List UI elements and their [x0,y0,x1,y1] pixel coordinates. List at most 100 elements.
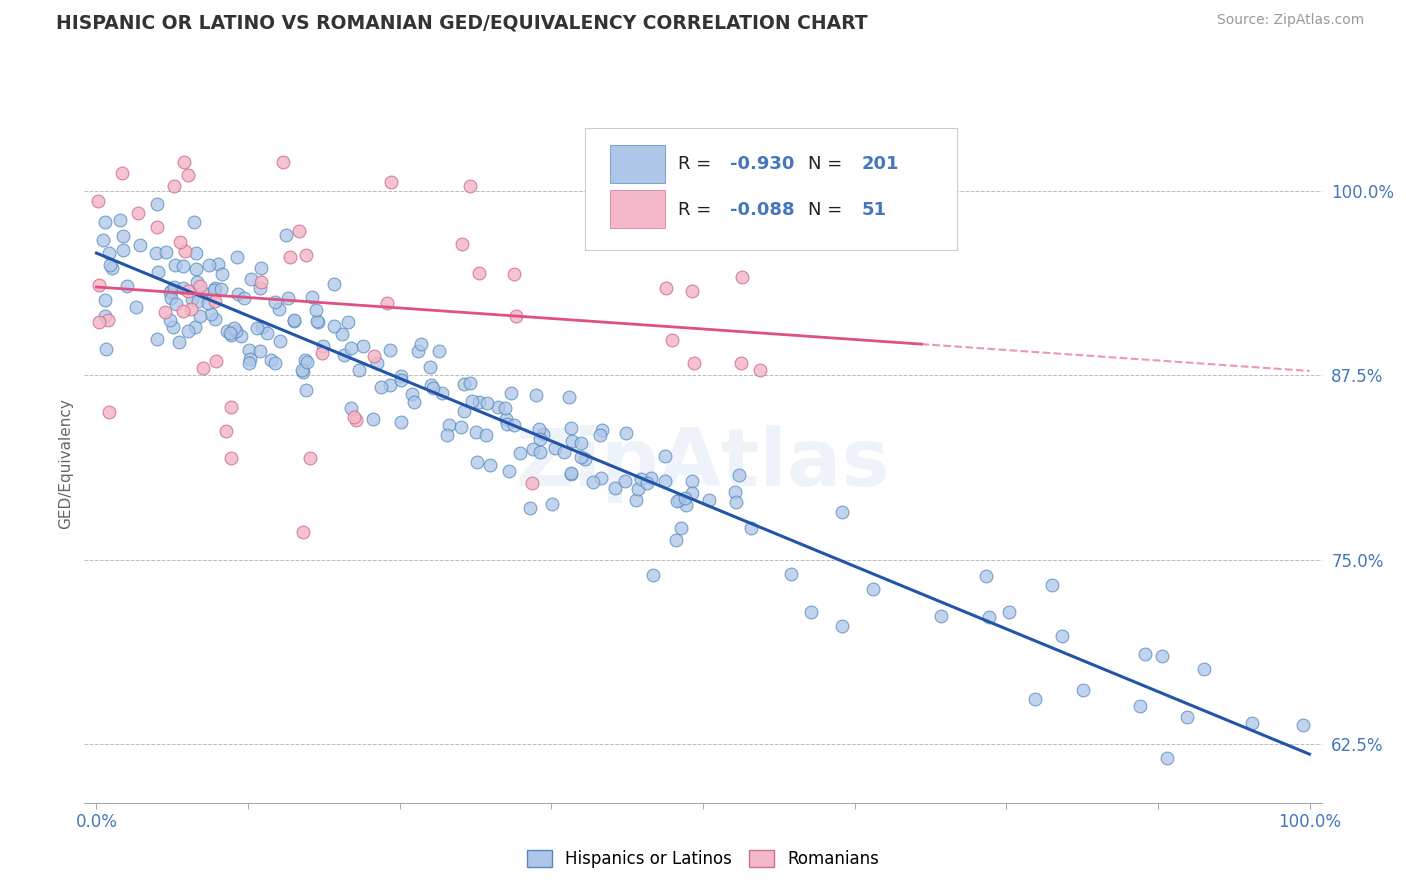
Point [522,442,544,457]
Point [87,277,110,292]
Point [468,266,491,280]
Point [159,291,181,305]
FancyBboxPatch shape [585,128,956,251]
Point [740,521,762,535]
Point [190,279,212,293]
Point [731,270,754,285]
Point [97,313,120,327]
Point [159,313,181,327]
Point [1042,577,1064,591]
Point [862,582,884,597]
Point [1192,662,1215,676]
Point [238,356,260,370]
Point [283,314,305,328]
Point [322,277,344,291]
Text: 201: 201 [862,154,898,172]
Point [215,324,238,338]
Point [307,315,329,329]
Text: N =: N = [808,154,848,172]
Point [111,166,134,180]
Point [204,280,226,294]
Point [614,426,637,441]
Point [304,303,326,318]
Point [94,215,117,229]
Point [748,363,770,377]
Point [295,355,318,369]
Point [173,154,195,169]
Point [655,280,678,294]
Point [780,566,803,581]
Point [574,452,596,467]
Point [145,246,167,260]
Point [184,246,207,260]
Point [204,312,226,326]
Point [173,244,195,259]
Point [291,363,314,377]
Point [673,491,696,505]
Point [215,424,238,438]
Text: R =: R = [678,154,717,172]
Point [1241,716,1264,731]
Point [1050,629,1073,643]
Point [503,417,526,432]
Point [389,373,412,387]
Point [929,609,952,624]
Point [98,258,121,272]
Point [529,445,551,459]
Point [211,267,233,281]
Text: -0.088: -0.088 [730,201,794,219]
Point [271,154,294,169]
Point [665,533,688,548]
Point [977,609,1000,624]
Point [654,475,676,489]
Point [495,411,517,425]
Point [697,493,720,508]
Point [654,450,676,464]
Point [176,168,198,182]
Point [378,378,401,392]
Point [305,314,328,328]
Point [474,428,496,442]
Point [486,400,509,414]
Point [155,244,177,259]
Point [224,320,246,334]
Point [146,197,169,211]
FancyBboxPatch shape [610,145,665,183]
Point [406,343,429,358]
Text: Source: ZipAtlas.com: Source: ZipAtlas.com [1216,13,1364,28]
Point [377,295,399,310]
Point [453,376,475,391]
Point [361,411,384,425]
Point [129,238,152,252]
Point [427,344,450,359]
Point [340,341,363,355]
Point [780,181,803,195]
Point [163,179,186,194]
Point [800,605,823,619]
Point [389,415,412,429]
Point [465,455,488,469]
Point [225,251,247,265]
Point [495,417,517,432]
Point [380,175,402,189]
Point [184,319,207,334]
Point [209,282,232,296]
Point [560,467,582,481]
Point [330,327,353,342]
Point [569,436,592,450]
Point [218,326,240,341]
Point [1156,751,1178,765]
Point [553,445,575,459]
Point [260,353,283,368]
Point [146,265,169,279]
Point [159,284,181,298]
Point [112,229,135,244]
Point [451,237,474,252]
Point [188,309,211,323]
Point [163,258,186,272]
Point [340,401,363,416]
Point [643,567,665,582]
Point [475,395,498,409]
Text: N =: N = [808,201,848,219]
Point [169,335,191,350]
